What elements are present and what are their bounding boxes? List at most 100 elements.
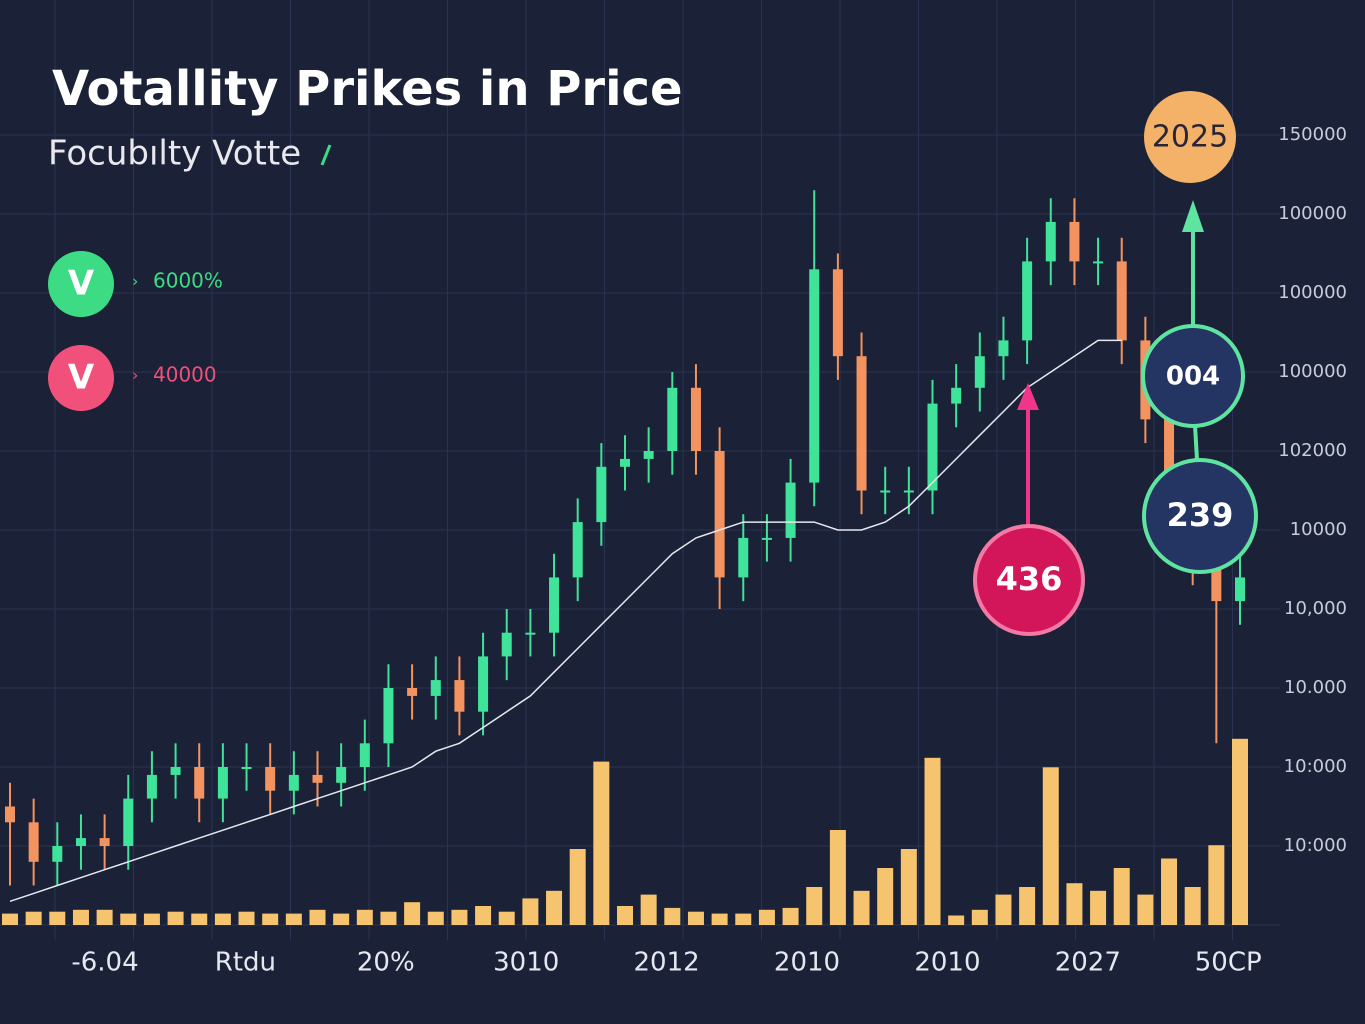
moving-average-line — [9, 339, 1122, 903]
volume-bar — [120, 913, 137, 925]
volume-bar — [948, 915, 965, 925]
volume-bar — [356, 909, 373, 925]
volume-bar — [853, 890, 870, 925]
volume-bar — [1113, 868, 1130, 925]
y-tick-label: 10,000 — [1284, 598, 1347, 619]
y-tick-label: 102000 — [1278, 440, 1347, 461]
arrow-head — [1017, 383, 1039, 410]
volume-bar — [900, 849, 917, 925]
x-tick-label: 50CP — [1195, 948, 1262, 978]
volume-bar — [1042, 767, 1059, 925]
legend-label: 6000% — [153, 269, 223, 293]
x-tick-label: 2027 — [1055, 948, 1121, 978]
candle-body — [738, 537, 749, 578]
y-tick-label: 100000 — [1278, 203, 1347, 224]
y-tick-label: 150000 — [1278, 124, 1347, 145]
volume-bar — [49, 911, 66, 925]
volume-bar — [451, 909, 468, 925]
legend-symbol: V — [68, 358, 95, 398]
volume-bar — [238, 911, 255, 925]
volume-bar — [758, 909, 775, 925]
volume-bar — [782, 907, 799, 925]
candle-body — [785, 482, 796, 538]
annotation-circle — [1142, 458, 1258, 574]
candle-body — [1116, 261, 1127, 341]
volume-bar — [1090, 890, 1107, 925]
volume-bar — [498, 911, 515, 925]
x-tick-label: 3010 — [493, 948, 559, 978]
volume-bar — [214, 913, 231, 925]
candle-body — [454, 680, 465, 712]
y-tick-label: 10:000 — [1284, 756, 1347, 777]
volume-bar — [877, 868, 894, 925]
candle-body — [525, 632, 536, 635]
volume-bar — [285, 913, 302, 925]
volume-bar — [711, 913, 728, 925]
volume-bar — [96, 909, 113, 925]
x-tick-label: Rtdu — [215, 948, 276, 978]
volume-bar — [1019, 887, 1036, 925]
candle-body — [927, 403, 938, 491]
volume-bar — [1208, 845, 1225, 925]
connector — [1193, 424, 1199, 461]
volume-bar — [735, 913, 752, 925]
volume-bar — [143, 913, 160, 925]
volume-bar — [1066, 883, 1083, 925]
volume-bar — [427, 911, 444, 925]
candle-body — [951, 387, 962, 404]
candle-body — [974, 356, 985, 388]
volume-bar — [1137, 894, 1154, 925]
candle-body — [407, 688, 418, 696]
candle-body — [501, 632, 512, 657]
candle-body — [241, 767, 252, 769]
candle-body — [1211, 561, 1222, 602]
volume-bar — [1161, 858, 1178, 925]
volume-bar — [546, 890, 563, 925]
volume-bar — [167, 911, 184, 925]
annotation-circle — [1141, 324, 1245, 428]
candle-body — [903, 490, 914, 493]
candle-body — [714, 451, 725, 578]
candle-body — [170, 767, 181, 775]
volume-bar — [191, 913, 208, 925]
candle-body — [1093, 261, 1104, 264]
candle-body — [880, 490, 891, 493]
chart-title: Votallity Prikes in Price — [52, 61, 683, 117]
candle-body — [620, 458, 630, 467]
candle-body — [809, 269, 820, 483]
volume-bar — [380, 911, 397, 925]
volume-bar — [617, 906, 633, 925]
annotation-circle — [1144, 91, 1236, 183]
candle-body — [5, 806, 15, 823]
candle-body — [572, 522, 583, 578]
volume-bar — [924, 757, 941, 925]
x-tick-label: -6.04 — [71, 948, 138, 978]
volume-bar — [687, 911, 704, 925]
candle-body — [1022, 261, 1033, 341]
x-tick-label: 20% — [357, 948, 415, 978]
candle-body — [336, 767, 347, 783]
candle-body — [288, 774, 299, 791]
volume-bar — [25, 911, 42, 925]
candle-body — [761, 537, 772, 540]
volume-bar — [309, 909, 326, 925]
annotation-label: 239 — [1167, 496, 1234, 534]
y-tick-label: 10:000 — [1284, 835, 1347, 856]
candle-body — [146, 774, 157, 799]
arrow-head — [1182, 200, 1204, 232]
candle-body — [478, 656, 489, 712]
volume-bar — [664, 907, 681, 925]
candles — [5, 190, 1245, 886]
candle-body — [123, 798, 134, 846]
candle-body — [75, 838, 86, 846]
subtitle-accent — [320, 144, 332, 166]
volume-bar — [640, 894, 657, 925]
candle-body — [643, 451, 654, 459]
x-tick-label: 2010 — [914, 948, 980, 978]
legend-arrow: › — [132, 272, 138, 291]
volume-bar — [333, 913, 350, 925]
candle-body — [832, 269, 843, 357]
candle-body — [1235, 577, 1245, 602]
volume-bar — [522, 898, 539, 925]
